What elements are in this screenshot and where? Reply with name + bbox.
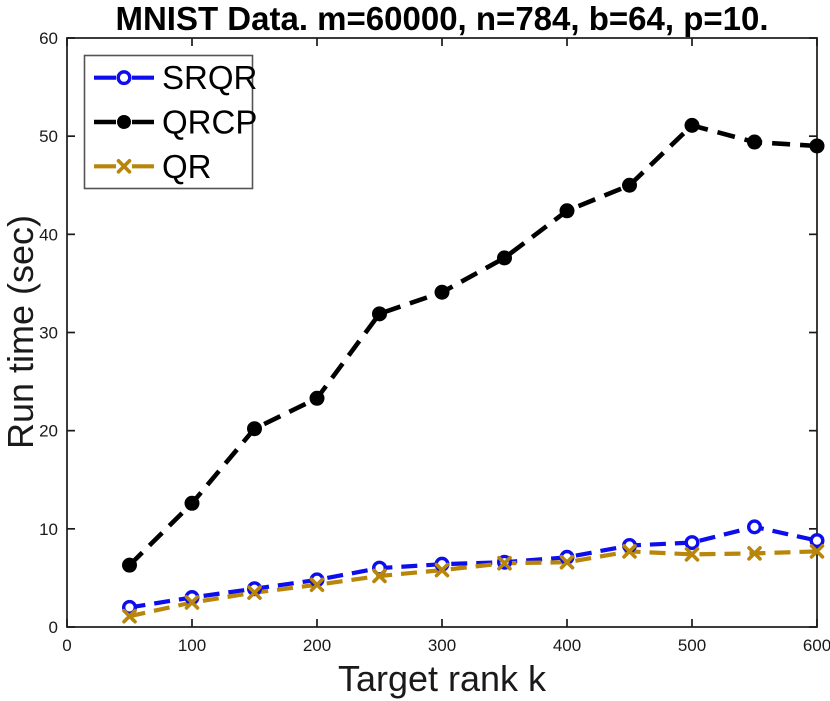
x-axis-label: Target rank k	[337, 658, 547, 699]
legend-item-qrcp: QRCP	[94, 104, 257, 141]
y-tick-label: 20	[39, 422, 58, 441]
series-srqr-marker	[747, 519, 763, 535]
y-tick-label: 30	[39, 324, 58, 343]
series-qrcp-line	[127, 122, 818, 567]
legend-label: QR	[162, 148, 212, 185]
legend-marker	[117, 115, 131, 129]
series-srqr-line	[129, 524, 818, 610]
series-qrcp-marker	[747, 134, 762, 150]
series-qrcp-marker	[434, 284, 450, 300]
x-tick-label: 600	[803, 636, 830, 655]
series-qrcp-marker	[122, 557, 137, 573]
series-qrcp-marker	[372, 306, 387, 322]
legend-item-srqr: SRQR	[94, 59, 257, 96]
series-qr-marker	[684, 547, 700, 562]
y-tick-label: 50	[39, 127, 58, 146]
y-tick-label: 0	[49, 618, 58, 637]
series-qrcp-marker	[622, 177, 637, 193]
series-qr-marker	[122, 608, 137, 624]
legend-label: SRQR	[162, 59, 257, 96]
x-tick-label: 500	[678, 636, 706, 655]
series-qrcp-marker	[184, 495, 200, 511]
series-qr-marker	[622, 544, 637, 559]
series-qr-marker	[434, 562, 450, 578]
series-qr-marker	[497, 555, 512, 571]
legend-item-qr: QR	[94, 148, 212, 185]
series-qr-marker	[559, 554, 575, 570]
series-srqr-marker	[809, 533, 825, 549]
legend-label: QRCP	[162, 104, 257, 141]
x-tick-label: 0	[62, 636, 71, 655]
series-qrcp-marker	[497, 250, 512, 266]
x-tick-label: 300	[428, 636, 456, 655]
series-qr-marker	[809, 544, 825, 559]
y-tick-label: 60	[39, 29, 58, 48]
series-qrcp-marker	[684, 117, 700, 133]
series-qr-line	[129, 549, 818, 619]
y-axis-label: Run time (sec)	[0, 214, 41, 450]
x-tick-label: 200	[303, 636, 331, 655]
legend-marker	[116, 70, 132, 86]
series-qr-marker	[747, 546, 762, 561]
legend-marker	[116, 159, 132, 174]
y-tick-label: 40	[39, 225, 58, 244]
series-srqr-marker	[684, 535, 700, 551]
series-qr-marker	[247, 585, 262, 600]
chart-title: MNIST Data. m=60000, n=784, b=64, p=10.	[115, 0, 769, 37]
x-tick-label: 100	[178, 636, 206, 655]
series-qrcp-marker	[309, 390, 325, 406]
y-tick-label: 10	[39, 520, 58, 539]
series-qr-marker	[372, 568, 387, 584]
series-qrcp-marker	[809, 138, 825, 154]
series-srqr-marker	[121, 599, 137, 615]
series-qr-marker	[309, 577, 325, 593]
series-qr-marker	[184, 595, 200, 610]
series-qrcp-marker	[559, 203, 575, 219]
x-tick-label: 400	[553, 636, 581, 655]
series-qrcp-marker	[247, 421, 262, 437]
